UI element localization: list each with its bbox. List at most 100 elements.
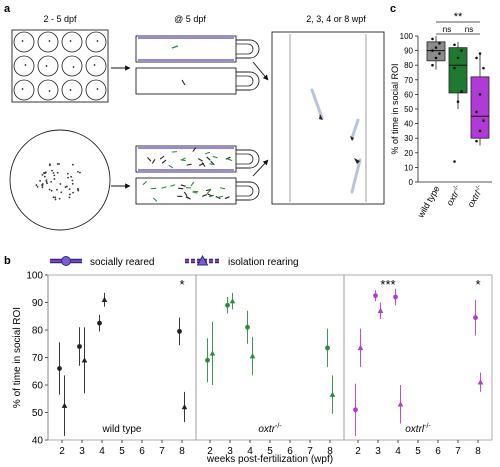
ytick-label-b: 100 bbox=[26, 271, 43, 282]
test-arena bbox=[271, 31, 385, 205]
xtick-label-b: 6 bbox=[139, 446, 145, 457]
ytick-label-b: 70 bbox=[32, 353, 44, 364]
xtick-label-b: 5 bbox=[267, 446, 273, 457]
panel-b: b socially reared isolation rearing 40 50… bbox=[4, 254, 493, 465]
xtick-label-b: 5 bbox=[119, 446, 125, 457]
significance-b: *** bbox=[380, 277, 395, 292]
ytick-label-b: 60 bbox=[32, 381, 44, 392]
ytick-label-b: 40 bbox=[32, 436, 44, 447]
data-point bbox=[453, 66, 456, 70]
data-point bbox=[434, 56, 438, 60]
ytick-label-b: 50 bbox=[32, 408, 44, 419]
data-point bbox=[478, 93, 482, 96]
xtick-label-b: 7 bbox=[159, 446, 165, 457]
xtick-label-b: 7 bbox=[455, 446, 461, 457]
ytick-label-b: 80 bbox=[32, 326, 44, 337]
group-tank-bottom bbox=[135, 177, 260, 205]
point-isolation bbox=[357, 344, 364, 351]
arrow-bottom-to-arena bbox=[252, 159, 269, 177]
xtick-label-b: 5 bbox=[415, 446, 421, 457]
data-point bbox=[431, 63, 434, 67]
ytick-label-c: 40 bbox=[404, 120, 413, 129]
ytick-label-c: 20 bbox=[404, 149, 413, 158]
ytick-label-c: 50 bbox=[404, 105, 413, 114]
point-social bbox=[77, 344, 82, 349]
point-isolation bbox=[477, 379, 484, 385]
ytick-label-c: 80 bbox=[404, 61, 413, 70]
point-isolation bbox=[397, 401, 404, 407]
point-isolation bbox=[329, 391, 336, 397]
plate-wells bbox=[13, 31, 107, 101]
ytick-label-c: 10 bbox=[404, 163, 413, 172]
data-point bbox=[482, 119, 485, 122]
panel-a: a 2 - 5 dpf @ 5 dpf 2, 3, 4 or 8 wpf bbox=[4, 3, 385, 231]
box bbox=[448, 47, 468, 94]
point-isolation bbox=[249, 353, 256, 359]
xtick-label-b: 3 bbox=[79, 446, 85, 457]
data-point bbox=[456, 100, 460, 103]
data-point bbox=[475, 56, 478, 60]
xtick-label-b: 2 bbox=[59, 446, 65, 457]
data-point bbox=[438, 52, 441, 55]
point-isolation bbox=[181, 404, 188, 410]
panel-c-label: c bbox=[390, 3, 396, 15]
box bbox=[426, 41, 446, 62]
point-social bbox=[245, 324, 250, 330]
group-label: oxtr-/- bbox=[258, 423, 282, 435]
dish-larvae bbox=[35, 162, 81, 201]
point-social bbox=[353, 407, 358, 413]
ytick-label-c: 60 bbox=[404, 90, 413, 99]
stage-3-label: 2, 3, 4 or 8 wpf bbox=[306, 14, 366, 24]
stage-2-label: @ 5 dpf bbox=[174, 14, 206, 24]
legend-social-marker bbox=[50, 256, 82, 266]
ytick-label-c: 70 bbox=[404, 76, 413, 85]
data-point bbox=[460, 49, 463, 52]
ylabel-c: % of time in social ROI bbox=[390, 63, 400, 154]
xtick-label-b: 7 bbox=[307, 446, 313, 457]
xtick-label-b: 3 bbox=[375, 446, 381, 457]
stage-1-label: 2 - 5 dpf bbox=[43, 14, 77, 24]
subplot-frame bbox=[195, 274, 345, 441]
point-social bbox=[205, 357, 210, 363]
data-point bbox=[460, 90, 463, 93]
panel-b-label: b bbox=[4, 255, 11, 267]
point-social bbox=[373, 293, 378, 299]
category-label: oxtr-/- bbox=[444, 184, 464, 208]
data-point bbox=[431, 49, 434, 52]
xtick-label-b: 2 bbox=[355, 446, 361, 457]
point-isolation bbox=[101, 296, 108, 302]
xtick-label-b: 8 bbox=[179, 446, 185, 457]
data-point bbox=[453, 43, 456, 47]
data-point bbox=[453, 160, 456, 163]
panel-c: c 0 10 20 30 40 50 60 70 80 90 100 % of time in soc… bbox=[390, 3, 492, 220]
ytick-label-c: 100 bbox=[400, 32, 414, 41]
xtick-label-b: 6 bbox=[435, 446, 441, 457]
group-label: wild type bbox=[102, 424, 142, 435]
xtick-label-b: 4 bbox=[99, 446, 105, 457]
point-isolation bbox=[61, 402, 68, 408]
data-point bbox=[456, 56, 460, 60]
arrow-top-to-arena bbox=[252, 61, 269, 81]
panel-a-label: a bbox=[4, 3, 11, 15]
data-point bbox=[478, 52, 482, 55]
group-label: oxtrl-/- bbox=[405, 423, 431, 435]
ytick-label-c: 0 bbox=[409, 178, 414, 187]
point-isolation bbox=[229, 298, 236, 304]
xtick-label-b: 6 bbox=[287, 446, 293, 457]
point-isolation bbox=[209, 350, 216, 356]
legend-social-label: socially reared bbox=[90, 257, 154, 268]
data-point bbox=[431, 37, 434, 41]
significance-b: * bbox=[179, 277, 184, 292]
legend: socially reared isolation rearing bbox=[50, 254, 299, 268]
data-point bbox=[438, 42, 441, 45]
significance-c: ns bbox=[465, 25, 473, 34]
point-social bbox=[225, 302, 230, 308]
data-point bbox=[482, 66, 485, 70]
social-tank-bottom bbox=[135, 67, 260, 95]
group-tank-top bbox=[135, 145, 260, 173]
point-social bbox=[97, 320, 102, 326]
point-social bbox=[473, 315, 478, 321]
xtick-label-b: 2 bbox=[207, 446, 213, 457]
xtick-label-b: 3 bbox=[227, 446, 233, 457]
